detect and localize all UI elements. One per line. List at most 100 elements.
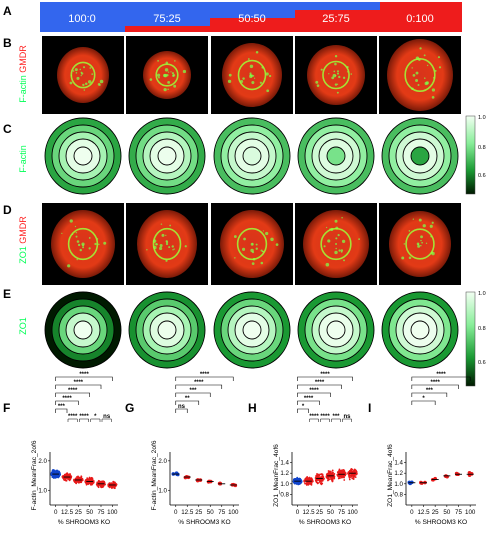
significance-label: **** <box>200 372 210 378</box>
green-speckle <box>75 231 78 234</box>
green-speckle <box>342 76 346 79</box>
data-point <box>336 474 339 477</box>
y-axis-label: ZO1_MeanFrac_4of6 <box>273 444 280 507</box>
data-point <box>65 472 68 475</box>
green-speckle <box>418 218 422 222</box>
ratio-label-5: 0:100 <box>406 13 434 25</box>
x-tick-label: 25 <box>75 509 82 516</box>
significance-bracket <box>175 376 234 381</box>
data-point <box>307 479 310 482</box>
ring-heatmap <box>295 116 377 196</box>
green-speckle <box>323 245 326 248</box>
row-b-tile <box>379 36 461 114</box>
data-point <box>76 477 78 480</box>
y-tick-label: 1.2 <box>280 470 289 477</box>
data-point <box>67 473 70 476</box>
green-speckle <box>337 234 340 237</box>
green-speckle <box>99 84 101 86</box>
green-speckle <box>167 88 169 90</box>
row-d-tile <box>379 203 461 285</box>
data-point <box>73 480 76 483</box>
pairwise-label: ns <box>103 414 111 420</box>
data-point <box>315 481 318 484</box>
data-point <box>109 482 112 485</box>
significance-label: **** <box>315 380 325 386</box>
significance-label: **** <box>194 380 204 386</box>
green-speckle <box>83 89 86 91</box>
data-point <box>340 476 343 479</box>
green-speckle <box>165 241 169 244</box>
green-speckle <box>155 242 158 246</box>
green-speckle <box>159 246 163 251</box>
green-speckle <box>327 239 331 243</box>
pairwise-label: **** <box>309 414 319 420</box>
data-point <box>69 474 72 477</box>
lumen-ring <box>320 227 352 261</box>
colorbar-c-tick-1: 1.0 <box>478 115 486 121</box>
data-point <box>304 482 306 485</box>
data-point <box>92 480 95 482</box>
green-speckle <box>165 242 169 246</box>
green-speckle <box>320 68 323 71</box>
green-speckle <box>266 89 270 93</box>
data-point <box>350 469 353 472</box>
green-speckle <box>341 239 346 244</box>
green-speckle <box>431 221 434 224</box>
green-speckle <box>242 247 246 251</box>
panel-label-e: E <box>3 287 11 301</box>
y-tick-label: 0.8 <box>394 491 403 498</box>
ratio-label-1: 100:0 <box>68 13 96 25</box>
data-point <box>331 479 334 482</box>
row-d-images <box>42 203 461 285</box>
significance-bracket <box>55 384 102 389</box>
green-speckle <box>325 226 328 229</box>
significance-label: * <box>302 404 305 410</box>
y-tick-label: 0.8 <box>280 491 289 498</box>
data-point <box>85 482 88 485</box>
green-speckle <box>171 245 174 248</box>
x-tick-label: 0 <box>296 509 300 516</box>
data-point <box>298 481 301 484</box>
data-point <box>321 476 324 479</box>
green-speckle <box>335 237 338 240</box>
panel-label-g: G <box>125 401 134 415</box>
x-axis-label: % SHROOM3 KO <box>299 519 351 526</box>
green-speckle <box>420 239 422 242</box>
data-point <box>59 473 61 476</box>
green-speckle <box>419 47 422 50</box>
green-speckle <box>234 257 236 259</box>
green-speckle <box>336 72 340 75</box>
data-point <box>103 480 106 483</box>
ring-band <box>242 146 262 166</box>
x-tick-label: 75 <box>338 509 345 516</box>
ring-heatmap <box>42 290 124 370</box>
green-speckle <box>255 243 258 246</box>
green-speckle <box>165 234 167 237</box>
panel-label-c: C <box>3 122 12 136</box>
green-speckle <box>265 231 269 236</box>
green-speckle <box>77 243 81 247</box>
green-speckle <box>103 241 107 245</box>
x-axis-label: % SHROOM3 KO <box>58 519 110 526</box>
data-point <box>305 483 308 486</box>
data-point <box>316 479 319 481</box>
green-speckle <box>94 242 97 246</box>
green-speckle <box>335 243 338 245</box>
green-speckle <box>255 50 259 54</box>
data-point <box>75 476 78 478</box>
green-speckle <box>261 250 264 253</box>
row-label-c: F-actin <box>18 145 28 173</box>
lumen-ring <box>70 61 96 89</box>
data-point <box>63 477 66 480</box>
panel-label-b: B <box>3 36 12 50</box>
ring-heatmap <box>126 290 208 370</box>
green-speckle <box>99 79 104 84</box>
x-tick-label: 0 <box>174 509 178 516</box>
colorbar-e-tick-3: 0.6 <box>478 360 486 366</box>
pairwise-label: ns <box>343 414 351 420</box>
data-point <box>303 480 306 483</box>
green-speckle <box>335 74 337 77</box>
colorbar-e-bar <box>465 291 476 387</box>
green-speckle <box>338 75 341 79</box>
